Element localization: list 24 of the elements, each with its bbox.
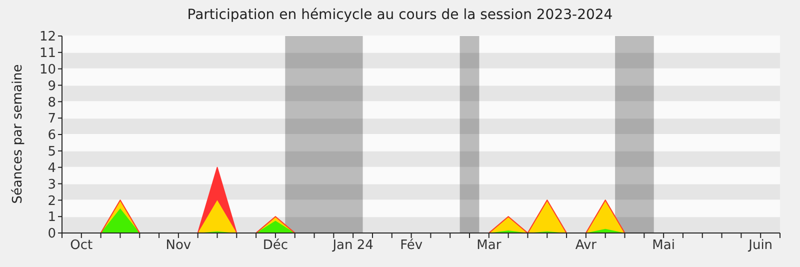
y-tick-label: 5	[48, 144, 56, 160]
y-tick-label: 12	[39, 30, 56, 45]
x-tick-label: Déc	[262, 238, 288, 254]
y-tick-label: 8	[48, 95, 56, 110]
y-tick-label: 1	[48, 210, 56, 226]
y-tick-label: 3	[48, 177, 56, 192]
x-tick-label: Oct	[70, 238, 93, 254]
y-tick-label: 11	[39, 46, 56, 62]
y-axis-title: Séances par semaine	[10, 64, 26, 204]
y-tick-label: 0	[48, 226, 56, 242]
x-tick-label: Fév	[400, 238, 423, 254]
x-tick-label: Mai	[652, 238, 675, 254]
y-tick-label: 10	[39, 62, 56, 78]
x-tick-label: Nov	[166, 238, 192, 254]
x-tick-label: Jan 24	[332, 238, 374, 254]
y-tick-label: 6	[48, 128, 56, 144]
x-tick-label: Mar	[476, 238, 502, 254]
chart-title: Participation en hémicycle au cours de la session 2023-2024	[186, 7, 614, 23]
y-tick-label: 7	[48, 112, 56, 127]
y-tick-label: 9	[48, 78, 56, 94]
y-tick-label: 2	[48, 194, 56, 209]
x-tick-label: Avr	[575, 238, 598, 254]
y-tick-label: 4	[48, 160, 56, 176]
x-tick-label: Juin	[748, 238, 773, 254]
